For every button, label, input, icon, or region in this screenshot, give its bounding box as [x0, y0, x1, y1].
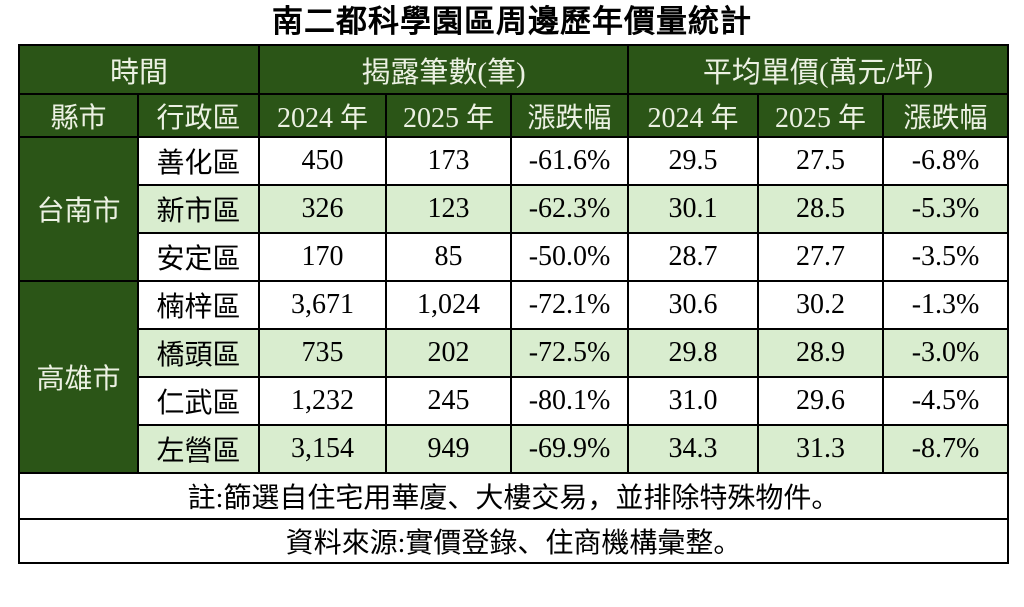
price-2024-cell: 28.7 [627, 232, 760, 282]
table-row-renwu: 仁武區 1,232 245 -80.1% 31.0 29.6 -4.5% [19, 376, 1010, 426]
count-2024-cell: 170 [258, 232, 388, 282]
count-2024-cell: 326 [258, 184, 388, 234]
price-change-cell: -5.3% [882, 184, 1010, 234]
header-count-2025: 2025 年 [385, 93, 513, 138]
header-count-2024: 2024 年 [258, 93, 388, 138]
price-change-cell: -3.0% [882, 328, 1010, 378]
district-cell: 楠梓區 [136, 280, 261, 330]
district-cell: 安定區 [136, 232, 261, 282]
price-2024-cell: 29.5 [627, 136, 760, 186]
price-change-cell: -8.7% [882, 424, 1010, 474]
count-2025-cell: 85 [385, 232, 513, 282]
price-2025-cell: 27.5 [757, 136, 885, 186]
count-2025-cell: 245 [385, 376, 513, 426]
count-2024-cell: 3,671 [258, 280, 388, 330]
table-row-nanzih: 高雄市 楠梓區 3,671 1,024 -72.1% 30.6 30.2 -1.… [18, 280, 1010, 474]
footnote-source: 資料來源:實價登錄、住商機構彙整。 [17, 518, 1010, 564]
price-change-cell: -1.3% [882, 280, 1010, 330]
footnote-source-row: 資料來源:實價登錄、住商機構彙整。 [17, 518, 1010, 564]
price-change-cell: -4.5% [882, 376, 1010, 426]
header-time: 時間 [17, 44, 261, 95]
table-row-xinshi: 新市區 326 123 -62.3% 30.1 28.5 -5.3% [19, 184, 1010, 234]
district-cell: 善化區 [136, 136, 261, 186]
count-2024-cell: 3,154 [258, 424, 388, 474]
header-average-unit-price: 平均單價(萬元/坪) [627, 44, 1010, 95]
district-cell: 左營區 [136, 424, 261, 474]
footnote-filter: 註:篩選自住宅用華廈、大樓交易，並排除特殊物件。 [17, 472, 1010, 520]
price-2025-cell: 28.9 [757, 328, 885, 378]
city-cell-kaohsiung: 高雄市 [18, 280, 139, 474]
count-2025-cell: 173 [385, 136, 513, 186]
price-2024-cell: 29.8 [627, 328, 760, 378]
count-2025-cell: 202 [385, 328, 513, 378]
count-2025-cell: 1,024 [385, 280, 513, 330]
price-2025-cell: 27.7 [757, 232, 885, 282]
price-2024-cell: 30.1 [627, 184, 760, 234]
header-city: 縣市 [18, 93, 139, 138]
header-count-change: 漲跌幅 [510, 93, 630, 138]
table-row-anding: 安定區 170 85 -50.0% 28.7 27.7 -3.5% [19, 232, 1010, 282]
price-2025-cell: 31.3 [757, 424, 885, 474]
count-change-cell: -72.5% [510, 328, 630, 378]
page-title: 南二都科學園區周邊歷年價量統計 [272, 4, 752, 39]
city-cell-tainan: 台南市 [18, 136, 139, 282]
count-change-cell: -80.1% [510, 376, 630, 426]
table-row-zuoying: 左營區 3,154 949 -69.9% 34.3 31.3 -8.7% [19, 424, 1010, 474]
header-price-2024: 2024 年 [627, 93, 760, 138]
count-2025-cell: 949 [385, 424, 513, 474]
count-change-cell: -62.3% [510, 184, 630, 234]
count-change-cell: -61.6% [510, 136, 630, 186]
count-change-cell: -69.9% [510, 424, 630, 474]
header-transaction-count: 揭露筆數(筆) [258, 44, 630, 95]
price-change-cell: -6.8% [882, 136, 1010, 186]
count-change-cell: -50.0% [510, 232, 630, 282]
count-2024-cell: 1,232 [258, 376, 388, 426]
price-2024-cell: 30.6 [627, 280, 760, 330]
header-price-2025: 2025 年 [757, 93, 885, 138]
count-2024-cell: 450 [258, 136, 388, 186]
header-price-change: 漲跌幅 [882, 93, 1010, 138]
district-cell: 橋頭區 [136, 328, 261, 378]
district-cell: 新市區 [136, 184, 261, 234]
header-district: 行政區 [136, 93, 261, 138]
header-sub-row: 縣市 行政區 2024 年 2025 年 漲跌幅 2024 年 2025 年 漲… [18, 93, 1010, 138]
price-change-cell: -3.5% [882, 232, 1010, 282]
price-2024-cell: 31.0 [627, 376, 760, 426]
table-row-shanhua: 台南市 善化區 450 173 -61.6% 29.5 27.5 -6.8% [18, 136, 1010, 282]
price-volume-table: 時間 揭露筆數(筆) 平均單價(萬元/坪) 縣市 行政區 2024 年 2025… [17, 44, 1010, 564]
count-2024-cell: 735 [258, 328, 388, 378]
count-2025-cell: 123 [385, 184, 513, 234]
count-change-cell: -72.1% [510, 280, 630, 330]
district-cell: 仁武區 [136, 376, 261, 426]
price-2025-cell: 29.6 [757, 376, 885, 426]
footnote-filter-row: 註:篩選自住宅用華廈、大樓交易，並排除特殊物件。 [17, 472, 1010, 520]
header-group-row: 時間 揭露筆數(筆) 平均單價(萬元/坪) [17, 44, 1010, 95]
price-2025-cell: 28.5 [757, 184, 885, 234]
table-row-qiaotou: 橋頭區 735 202 -72.5% 29.8 28.9 -3.0% [19, 328, 1010, 378]
price-2025-cell: 30.2 [757, 280, 885, 330]
price-2024-cell: 34.3 [627, 424, 760, 474]
